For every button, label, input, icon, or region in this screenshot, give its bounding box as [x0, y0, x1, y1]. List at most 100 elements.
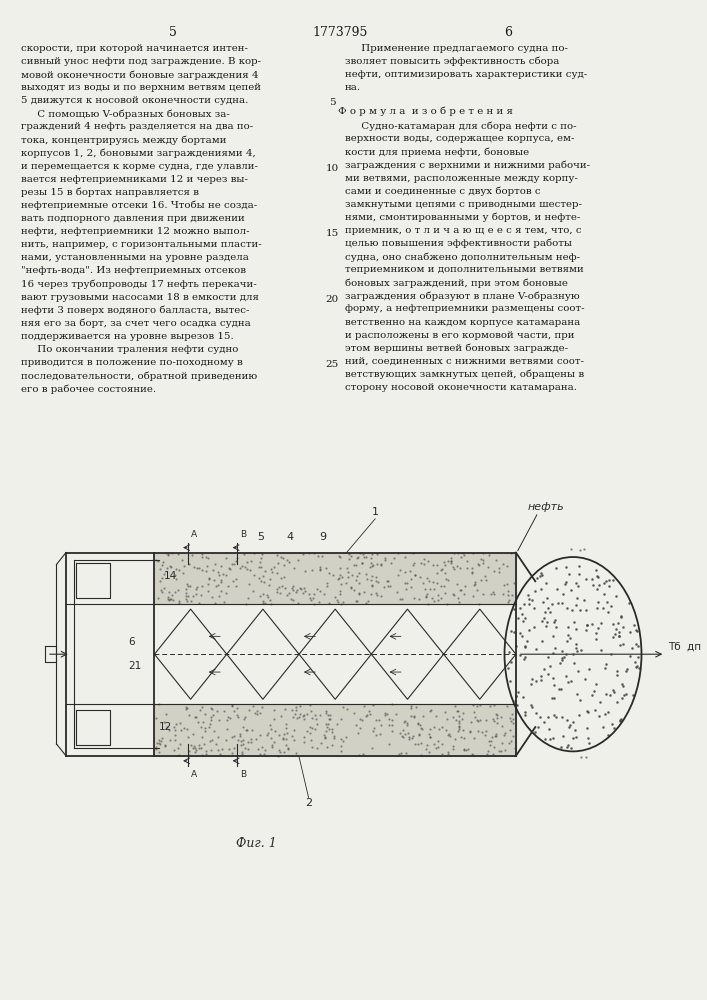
Point	[345, 548, 356, 564]
Point	[348, 557, 359, 573]
Point	[597, 719, 609, 735]
Point	[401, 745, 412, 761]
Point	[407, 730, 418, 746]
Point	[228, 740, 240, 756]
Text: 2: 2	[305, 798, 312, 808]
Point	[221, 585, 232, 601]
Point	[368, 720, 380, 736]
Point	[457, 545, 469, 561]
Point	[529, 600, 540, 616]
Point	[298, 546, 309, 562]
Point	[536, 613, 547, 629]
Point	[151, 741, 162, 757]
Point	[184, 578, 195, 594]
Point	[335, 743, 346, 759]
Point	[410, 699, 421, 715]
Point	[308, 590, 319, 606]
Point	[453, 715, 464, 731]
Point	[467, 564, 478, 580]
Point	[561, 646, 572, 662]
Point	[571, 640, 582, 656]
Point	[175, 722, 187, 738]
Point	[444, 726, 455, 742]
Point	[398, 714, 409, 730]
Point	[583, 661, 595, 677]
Point	[453, 713, 464, 729]
Point	[543, 721, 554, 737]
Point	[306, 739, 317, 755]
Point	[607, 682, 619, 698]
Point	[288, 592, 299, 608]
Point	[380, 707, 391, 723]
Text: скорости, при которой начинается интен-: скорости, при которой начинается интен-	[21, 44, 248, 53]
Point	[156, 730, 168, 746]
Point	[507, 706, 518, 722]
Point	[168, 742, 180, 758]
Point	[163, 584, 175, 600]
Point	[523, 591, 534, 607]
Point	[197, 578, 208, 594]
Point	[604, 578, 615, 594]
Point	[431, 740, 442, 756]
Point	[191, 742, 202, 758]
Point	[288, 582, 299, 598]
Point	[472, 723, 484, 739]
Point	[520, 707, 531, 723]
Point	[418, 551, 429, 567]
Point	[541, 618, 552, 634]
Point	[504, 710, 515, 726]
Point	[402, 715, 413, 731]
Point	[249, 705, 260, 721]
Point	[344, 551, 355, 567]
Point	[449, 698, 460, 714]
Point	[518, 596, 530, 612]
Point	[414, 569, 426, 585]
Point	[444, 728, 455, 744]
Point	[324, 711, 335, 727]
Point	[449, 731, 460, 747]
Point	[214, 588, 225, 604]
Point	[342, 564, 354, 580]
Point	[265, 561, 276, 577]
Point	[425, 702, 436, 718]
Point	[399, 575, 411, 591]
Point	[165, 591, 177, 607]
Point	[631, 659, 642, 675]
Point	[548, 614, 559, 630]
Point	[350, 557, 361, 573]
Point	[179, 720, 190, 736]
Point	[561, 712, 573, 728]
Point	[517, 628, 528, 644]
Point	[226, 745, 238, 761]
Point	[591, 600, 602, 616]
Point	[211, 703, 223, 719]
Point	[252, 741, 264, 757]
Point	[364, 706, 375, 722]
Point	[458, 730, 469, 746]
Point	[192, 714, 203, 730]
Point	[274, 585, 286, 601]
Point	[468, 577, 479, 593]
Point	[409, 555, 420, 571]
Point	[466, 560, 477, 576]
Point	[390, 706, 402, 722]
Point	[373, 712, 385, 728]
Point	[586, 571, 597, 587]
Point	[288, 578, 299, 594]
Point	[471, 582, 482, 598]
Point	[477, 586, 489, 602]
Text: 16 через трубопроводы 17 нефть перекачи-: 16 через трубопроводы 17 нефть перекачи-	[21, 279, 257, 289]
Point	[467, 747, 479, 763]
Point	[197, 729, 208, 745]
Point	[439, 565, 450, 581]
Point	[384, 711, 395, 727]
Text: 5: 5	[168, 26, 177, 39]
Point	[286, 591, 297, 607]
Point	[510, 693, 521, 709]
Point	[153, 744, 165, 760]
Point	[428, 736, 439, 752]
Point	[213, 567, 224, 583]
Point	[590, 562, 602, 578]
Point	[573, 707, 584, 723]
Point	[156, 557, 168, 573]
